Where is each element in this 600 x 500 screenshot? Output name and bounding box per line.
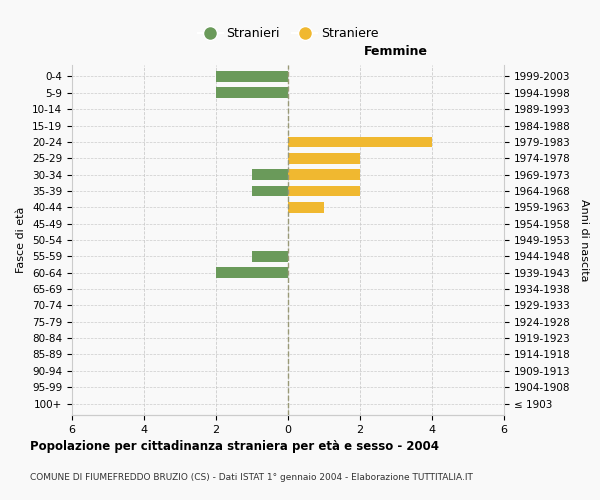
Legend: Stranieri, Straniere: Stranieri, Straniere xyxy=(193,22,383,45)
Bar xyxy=(252,170,288,180)
Text: COMUNE DI FIUMEFREDDO BRUZIO (CS) - Dati ISTAT 1° gennaio 2004 - Elaborazione TU: COMUNE DI FIUMEFREDDO BRUZIO (CS) - Dati… xyxy=(30,473,473,482)
Y-axis label: Fasce di età: Fasce di età xyxy=(16,207,26,273)
Text: Popolazione per cittadinanza straniera per età e sesso - 2004: Popolazione per cittadinanza straniera p… xyxy=(30,440,439,453)
Bar xyxy=(288,170,360,180)
Bar xyxy=(216,88,288,98)
Bar xyxy=(252,251,288,262)
Bar xyxy=(288,136,432,147)
Bar xyxy=(216,71,288,82)
Bar xyxy=(216,268,288,278)
Bar xyxy=(252,186,288,196)
Bar xyxy=(288,186,360,196)
Bar xyxy=(288,202,324,212)
Bar xyxy=(288,153,360,164)
Y-axis label: Anni di nascita: Anni di nascita xyxy=(579,198,589,281)
Text: Femmine: Femmine xyxy=(364,45,428,58)
